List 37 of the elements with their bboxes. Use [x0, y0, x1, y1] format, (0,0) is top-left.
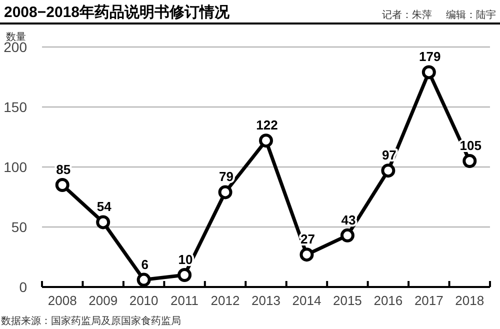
x-tick-label: 2013	[252, 293, 280, 308]
x-tick-label: 2016	[374, 293, 403, 308]
data-label: 79	[219, 169, 234, 184]
x-tick-label: 2010	[129, 293, 158, 308]
x-tick-label: 2008	[48, 293, 77, 308]
x-tick-label: 2011	[170, 293, 199, 308]
point	[259, 134, 273, 148]
data-label: 122	[256, 118, 278, 133]
text: 记者：朱萍	[382, 9, 432, 21]
point	[422, 65, 436, 80]
y-tick-label: 100	[4, 159, 28, 175]
x-tick-label: 2018	[455, 293, 484, 308]
data-label: 6	[141, 256, 148, 272]
x-tick-label: 2017	[414, 293, 444, 308]
source-note: 数据来源：国家药监局及原国家食药监局	[1, 315, 181, 327]
x-tick-label: 2012	[210, 293, 240, 308]
point	[218, 185, 232, 200]
point	[462, 154, 477, 168]
x-tick-label: 2015	[332, 293, 362, 308]
y-tick-label: 150	[4, 99, 28, 115]
point	[178, 268, 192, 282]
point	[381, 164, 396, 178]
point	[300, 248, 314, 262]
point	[340, 228, 354, 242]
data-label: 54	[96, 199, 112, 214]
point	[96, 215, 110, 230]
chart-title: 2008−2018年药品说明书修订情况	[4, 4, 230, 21]
point	[136, 272, 151, 287]
x-tick-label: 2009	[88, 293, 118, 308]
y-tick-label: 0	[19, 279, 28, 295]
text: 编辑：陆宇	[446, 9, 496, 21]
y-axis-title: 数量	[6, 32, 26, 43]
data-label: 179	[419, 49, 441, 64]
data-label: 85	[56, 162, 71, 177]
y-tick-label: 50	[11, 219, 28, 235]
point	[55, 178, 70, 192]
x-tick-label: 2014	[292, 293, 322, 308]
